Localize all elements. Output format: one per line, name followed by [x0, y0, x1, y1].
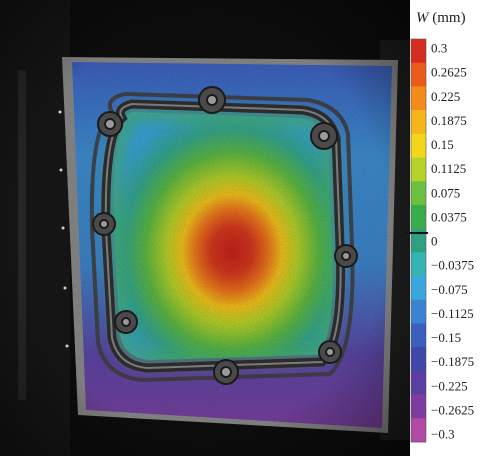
colorbar-swatch: [411, 39, 426, 64]
colorbar-unit: (mm): [432, 10, 466, 26]
colorbar-tick-label: 0.1125: [431, 161, 466, 176]
colorbar-swatch: [411, 228, 426, 253]
colorbar-tick-label: 0.1875: [431, 113, 467, 128]
colorbar-tick-label: −0.225: [431, 378, 468, 393]
displacement-field-photo: [0, 0, 410, 456]
colorbar-tick-label: 0.0375: [431, 209, 467, 224]
colorbar-tick-label: −0.1875: [431, 354, 474, 369]
colorbar-tick-label: 0.2625: [431, 65, 467, 80]
colorbar-tick-label: −0.2625: [431, 402, 474, 417]
colorbar-swatch: [411, 252, 426, 277]
colorbar-swatch: [411, 181, 426, 206]
colorbar-tick-label: −0.0375: [431, 258, 474, 273]
colorbar-tick-label: −0.15: [431, 330, 461, 345]
colorbar-swatch: [411, 110, 426, 135]
colorbar-swatch: [411, 394, 426, 419]
colorbar-swatch: [411, 276, 426, 301]
colorbar-tick-label: 0.15: [431, 137, 454, 152]
colorbar-swatch: [411, 347, 426, 372]
colorbar-tick-label: 0.3: [431, 41, 447, 56]
colorbar-swatch: [411, 62, 426, 87]
colorbar-tick-label: 0.225: [431, 89, 460, 104]
colorbar-tick-label: 0.075: [431, 185, 460, 200]
colorbar-swatch: [411, 86, 426, 111]
colorbar-swatch: [411, 157, 426, 182]
colorbar-tick-label: 0: [431, 234, 438, 249]
colorbar-swatch: [411, 133, 426, 158]
colorbar-swatch: [411, 370, 426, 395]
colorbar-swatch: [411, 299, 426, 324]
colorbar-swatch: [411, 418, 426, 443]
colorbar-swatch: [411, 204, 426, 229]
colorbar-swatch: [411, 323, 426, 348]
colorbar-frame: [410, 38, 427, 443]
colorbar-tick-label: −0.075: [431, 282, 468, 297]
colorbar-tick-label: −0.1125: [431, 306, 474, 321]
colorbar-tick-label: −0.3: [431, 427, 455, 442]
colorbar-symbol: W: [416, 10, 429, 26]
colorbar-title: W (mm): [416, 10, 466, 27]
